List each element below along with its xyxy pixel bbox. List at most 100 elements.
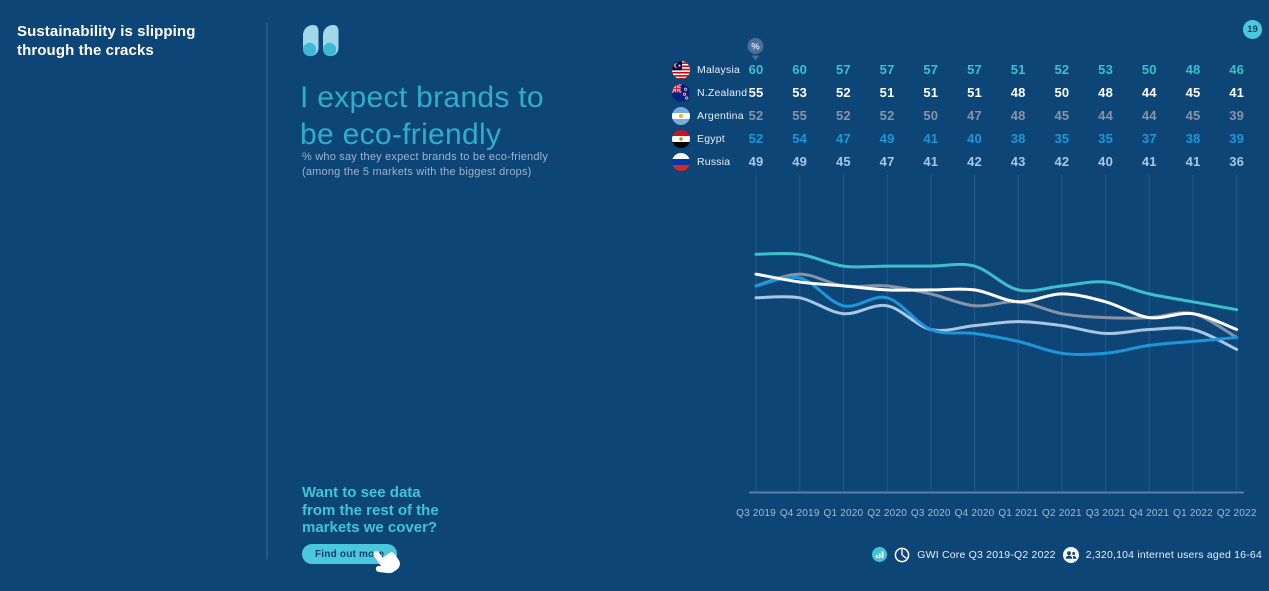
x-axis-label: Q1 2021 [998,508,1038,519]
value-cell: 41 [1229,85,1245,100]
value-cell: 55 [748,85,764,100]
malaysia-flag-icon [672,61,690,79]
bar-chart-icon [872,547,888,562]
value-cell: 52 [1054,62,1070,77]
country-label: Malaysia [697,63,741,76]
value-cell: 52 [835,108,851,123]
x-axis-label: Q2 2021 [1042,508,1082,519]
argentina-flag-icon [672,107,690,125]
x-axis-label: Q2 2020 [867,508,907,519]
value-cell: 45 [1185,108,1201,123]
percent-pin-icon: % [747,38,764,61]
value-cell: 41 [923,154,939,169]
value-cell: 50 [1141,62,1157,77]
egypt-flag-icon [672,130,690,148]
value-cell: 51 [1010,62,1026,77]
quote-icon [303,25,339,57]
value-cell: 52 [748,108,764,123]
value-cell: 35 [1098,131,1114,146]
value-cell: 48 [1010,85,1026,100]
chart-line-malaysia [754,251,1239,312]
value-cell: 52 [748,131,764,146]
chart-line-nzealand [754,272,1239,331]
value-cell: 37 [1141,131,1157,146]
x-axis-label: Q3 2019 [736,508,776,519]
value-cell: 47 [967,108,982,123]
pie-chart-icon [894,547,910,563]
value-cell: 53 [792,85,808,100]
x-axis-label: Q3 2021 [1086,508,1126,519]
value-cell: 52 [835,85,851,100]
chart-subtitle: % who say they expect brands to be eco-f… [302,151,549,178]
value-cell: 42 [967,154,982,169]
value-cell: 47 [879,154,895,169]
value-cell: 54 [792,131,808,146]
country-label: Egypt [697,132,725,145]
value-cell: 57 [879,62,895,77]
value-cell: 57 [835,62,851,77]
value-cell: 45 [1054,108,1070,123]
country-label: Russia [697,155,731,168]
value-cell: 57 [923,62,939,77]
x-axis-label: Q4 2020 [955,508,995,519]
x-axis-label: Q4 2019 [780,508,820,519]
value-cell: 41 [923,131,939,146]
value-cell: 57 [967,62,982,77]
x-axis-label: Q1 2022 [1173,508,1213,519]
source-text: GWI Core Q3 2019-Q2 2022 [917,548,1056,561]
value-cell: 45 [1185,85,1201,100]
value-cell: 40 [1098,154,1114,169]
value-cell: 46 [1229,62,1245,77]
value-cell: 38 [1010,131,1026,146]
sample-text: 2,320,104 internet users aged 16-64 [1085,548,1262,561]
value-cell: 41 [1185,154,1201,169]
value-cell: 50 [923,108,939,123]
russia-flag-icon [672,153,690,171]
x-axis-label: Q1 2020 [824,508,864,519]
chart-line-egypt [754,275,1239,357]
value-cell: 40 [967,131,982,146]
value-cell: 50 [1054,85,1070,100]
value-cell: 39 [1229,131,1245,146]
value-cell: 41 [1141,154,1157,169]
value-cell: 48 [1098,85,1114,100]
page-number-badge: 19 [1243,20,1262,39]
country-label: Argentina [697,109,744,122]
x-axis-labels: Q3 2019 Q4 2019 Q1 2020 Q2 2020 Q3 2020 Q4 20… [736,508,1257,519]
vertical-divider [266,22,268,560]
cta-heading: Want to see data from the rest of the ma… [302,484,439,536]
value-cell: 39 [1229,108,1245,123]
value-cell: 38 [1185,131,1201,146]
country-label: N.Zealand [697,86,748,99]
value-cell: 42 [1054,154,1070,169]
value-cell: 49 [879,131,895,146]
chart-gridlines [755,175,1238,491]
x-axis-label: Q3 2020 [911,508,951,519]
chart-line-russia [754,295,1239,351]
value-cell: 55 [792,108,808,123]
svg-text:%: % [751,42,760,53]
value-cell: 60 [792,62,808,77]
value-cell: 48 [1185,62,1201,77]
x-axis-label: Q2 2022 [1217,508,1257,519]
audience-people-icon [1062,546,1079,563]
value-cell: 49 [748,154,764,169]
chart-lines [754,251,1239,357]
value-cell: 53 [1098,62,1114,77]
value-cell: 52 [879,108,895,123]
value-cell: 45 [835,154,851,169]
deck-section-title: Sustainability is slipping through the c… [17,23,196,59]
x-axis-label: Q4 2021 [1129,508,1169,519]
value-cell: 51 [967,85,982,100]
value-cell: 35 [1054,131,1070,146]
value-cell: 49 [792,154,808,169]
new-zealand-flag-icon [672,84,690,102]
value-cell: 48 [1010,108,1026,123]
source-footer: GWI Core Q3 2019-Q2 2022 2,320,104 inter… [872,546,1262,563]
value-cell: 44 [1141,108,1157,123]
value-cell: 51 [879,85,895,100]
value-cell: 44 [1098,108,1114,123]
value-cell: 36 [1229,154,1245,169]
value-cell: 60 [748,62,764,77]
